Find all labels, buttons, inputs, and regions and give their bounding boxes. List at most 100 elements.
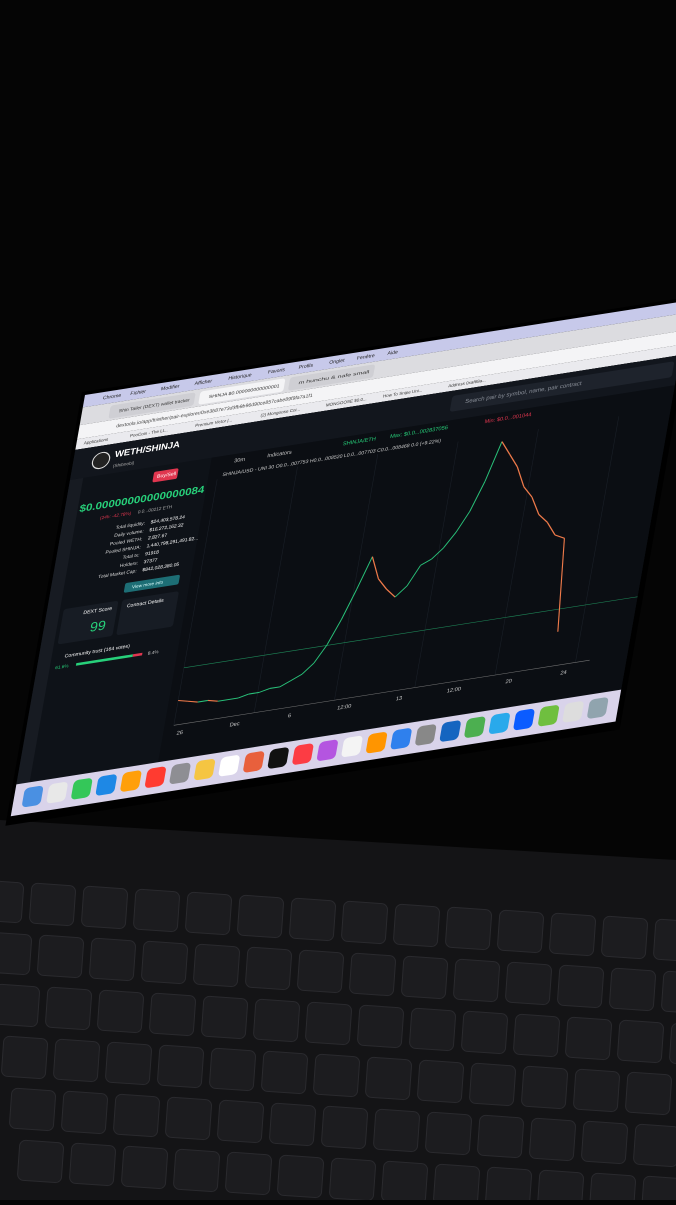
dock-icon[interactable] bbox=[95, 774, 117, 796]
dock-icon[interactable] bbox=[292, 743, 314, 765]
address-bar bbox=[77, 330, 676, 440]
dock-icon[interactable] bbox=[193, 758, 216, 781]
menu-item[interactable]: Profils bbox=[298, 363, 314, 371]
price-segment bbox=[197, 699, 209, 703]
key bbox=[381, 1160, 428, 1205]
dock-icon[interactable] bbox=[587, 697, 609, 719]
bookmark[interactable]: MONGOOSE $0.0... bbox=[325, 396, 367, 407]
screen: Chrome Fichier Modifier Afficher Historique F… bbox=[5, 295, 676, 826]
key bbox=[393, 903, 440, 948]
menu-item[interactable]: Fichier bbox=[130, 389, 147, 397]
dock-icon[interactable] bbox=[169, 762, 191, 784]
more-info-button[interactable] bbox=[123, 574, 181, 593]
menu-item[interactable]: Chrome bbox=[102, 393, 122, 402]
dock-icon[interactable] bbox=[390, 728, 412, 750]
key bbox=[193, 943, 240, 988]
bookmark[interactable]: Applications bbox=[83, 437, 109, 446]
bookmark[interactable]: How To Snipe Uni... bbox=[383, 388, 423, 399]
key bbox=[37, 934, 84, 979]
menu-item[interactable]: Aide bbox=[387, 349, 399, 356]
menu-item[interactable]: Modifier bbox=[160, 384, 180, 393]
dock-icon[interactable] bbox=[46, 781, 68, 804]
price-segment bbox=[455, 511, 471, 533]
dock-icon[interactable] bbox=[488, 712, 510, 734]
key bbox=[253, 998, 300, 1043]
key bbox=[133, 888, 180, 933]
dock-icon[interactable] bbox=[439, 720, 461, 742]
menu-item[interactable]: Favoris bbox=[267, 367, 285, 375]
dock-icon[interactable] bbox=[267, 747, 289, 769]
tab[interactable] bbox=[108, 392, 196, 419]
stat-label: Daily volume: bbox=[114, 529, 144, 539]
key bbox=[485, 1166, 532, 1205]
key bbox=[141, 940, 188, 985]
tab[interactable] bbox=[288, 364, 375, 391]
dock-icon[interactable] bbox=[341, 735, 363, 757]
search-box[interactable] bbox=[450, 361, 675, 412]
trust-bar bbox=[75, 654, 134, 666]
dock-icon[interactable] bbox=[513, 708, 535, 731]
dock-icon[interactable] bbox=[464, 716, 486, 738]
trust-good: 61.6% bbox=[55, 663, 69, 670]
price-segment bbox=[326, 619, 342, 645]
bookmark[interactable]: Address 0xaf68a... bbox=[448, 378, 487, 389]
grid-line bbox=[334, 454, 379, 701]
more-info: View more info bbox=[132, 580, 164, 590]
key bbox=[0, 983, 40, 1028]
tab[interactable] bbox=[198, 378, 286, 405]
dock-icon[interactable] bbox=[365, 731, 388, 754]
bookmark[interactable]: (2) Mongoose Coi... bbox=[260, 407, 301, 418]
interval[interactable]: 30m bbox=[234, 457, 246, 465]
dock-icon[interactable] bbox=[120, 770, 142, 792]
dock-icon[interactable] bbox=[537, 704, 560, 727]
dock-icon[interactable] bbox=[243, 751, 265, 773]
dock-icon[interactable] bbox=[415, 724, 437, 746]
price-segment bbox=[394, 585, 408, 598]
x-tick-label: 20 bbox=[505, 679, 512, 686]
dock-icon[interactable] bbox=[316, 739, 338, 761]
dock-icon[interactable] bbox=[144, 766, 166, 788]
key bbox=[601, 915, 648, 960]
menu-item[interactable]: Fenêtre bbox=[356, 353, 375, 362]
bookmark-bar bbox=[75, 344, 676, 450]
price-segment bbox=[177, 699, 189, 702]
dock-icon[interactable] bbox=[218, 754, 240, 777]
key bbox=[565, 1016, 612, 1061]
price-segment bbox=[227, 697, 239, 701]
dock-icon[interactable] bbox=[71, 778, 93, 800]
price-segment bbox=[509, 453, 518, 468]
grid-line bbox=[494, 428, 539, 676]
key bbox=[537, 1169, 584, 1205]
stat-label: Pooled SHINJA: bbox=[105, 545, 141, 556]
key bbox=[529, 1117, 576, 1162]
stat-value: $24,403,578.24 bbox=[150, 514, 185, 525]
indicators[interactable]: Indicators bbox=[267, 450, 293, 460]
pair-subtitle: (Shibnobi) bbox=[112, 460, 135, 468]
price-segment bbox=[406, 565, 422, 587]
key bbox=[661, 970, 676, 1015]
menu-item[interactable]: Historique bbox=[228, 372, 253, 381]
key bbox=[165, 1096, 212, 1141]
menu-item[interactable]: Onglet bbox=[329, 358, 346, 366]
key bbox=[341, 900, 388, 945]
key bbox=[313, 1053, 360, 1098]
current-price-line bbox=[183, 596, 638, 669]
key bbox=[409, 1007, 456, 1052]
price-segment bbox=[523, 486, 533, 498]
price-segment bbox=[290, 673, 303, 681]
chart-panel bbox=[158, 385, 675, 763]
price-segment bbox=[377, 578, 388, 590]
menu-item[interactable]: Afficher bbox=[194, 379, 213, 388]
buy-sell-button[interactable] bbox=[152, 468, 179, 483]
x-tick-label: 13 bbox=[395, 696, 402, 703]
key bbox=[17, 1139, 64, 1184]
dock-icon[interactable] bbox=[562, 701, 584, 723]
dock-icon[interactable] bbox=[21, 785, 44, 808]
x-tick-label: Dec bbox=[229, 721, 240, 728]
score-label: DEXT Score bbox=[83, 606, 113, 616]
bookmark[interactable]: PooCoin - The Lt... bbox=[130, 428, 169, 439]
price-segment bbox=[301, 662, 315, 675]
bookmark[interactable]: Premium Victor |... bbox=[195, 417, 233, 428]
key bbox=[329, 1157, 376, 1202]
contract-box[interactable] bbox=[116, 591, 179, 635]
